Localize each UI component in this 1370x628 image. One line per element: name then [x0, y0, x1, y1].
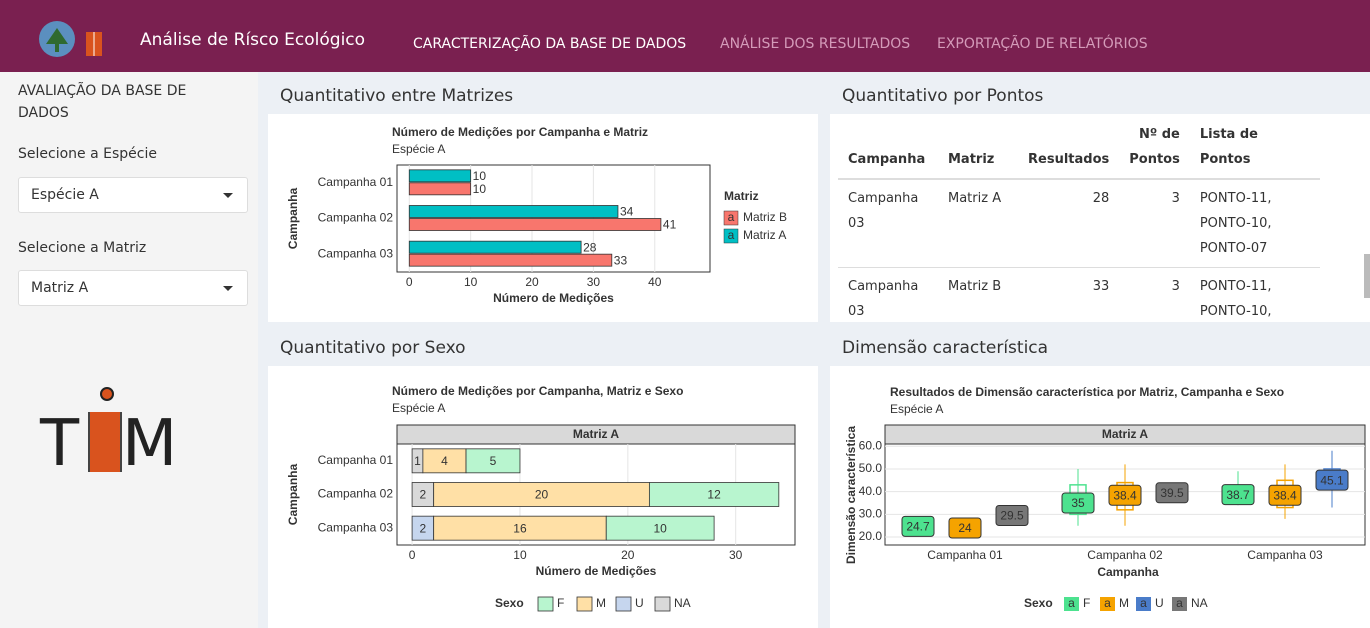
logo-letter: T	[40, 407, 80, 481]
nav-tab[interactable]: CARACTERIZAÇÃO DA BASE DE DADOS	[413, 36, 687, 52]
table-cell: 33	[1018, 267, 1120, 322]
table-cell: 28	[1018, 179, 1120, 268]
table-cell: 3	[1119, 267, 1190, 322]
scrollbar[interactable]	[1364, 254, 1370, 298]
panel-title: Quantitativo por Sexo	[268, 330, 818, 366]
table-row: Campanha 03 Matriz B 33 3 PONTO-11, PONTO-10…	[838, 267, 1320, 322]
column-header: Lista de Pontos	[1189, 116, 1320, 180]
sidebar-heading: AVALIAÇÃO DA BASE DE DADOS	[18, 83, 187, 121]
table-cell: Campanha 03	[838, 179, 938, 268]
label: Selecione a Espécie	[18, 146, 157, 162]
app-title: Análise de Rísco Ecológico	[140, 30, 366, 50]
panel: Quantitativo por Sexo	[268, 330, 818, 628]
matrix-select[interactable]: Matriz A	[18, 270, 248, 306]
table: Campanha Matriz Resultados Nº de Pontos List…	[838, 116, 1320, 322]
logo-letter: M	[122, 407, 178, 481]
panel-title: Quantitativo entre Matrizes	[268, 78, 818, 114]
table-cell: Matriz A	[938, 179, 1018, 268]
panel: Dimensão característica	[830, 330, 1370, 628]
table-row: Campanha 03 Matriz A 28 3 PONTO-11, PONTO-10…	[838, 179, 1320, 268]
table-cell: Matriz B	[938, 267, 1018, 322]
app-logo	[39, 21, 102, 57]
table-cell: 3	[1119, 179, 1190, 268]
panel-title: Dimensão característica	[830, 330, 1370, 366]
nav-tab[interactable]: EXPORTAÇÃO DE RELATÓRIOS	[937, 36, 1148, 52]
header: Análise de Rísco Ecológico CARACTERIZAÇÃ…	[0, 0, 1370, 72]
column-header: Resultados	[1018, 116, 1120, 180]
table-cell: Campanha 03	[838, 267, 938, 322]
panel: Quantitativo por Pontos Campanha Matriz Re…	[830, 78, 1370, 322]
species-select[interactable]: Espécie A	[18, 177, 248, 213]
column-header: Campanha	[838, 116, 938, 180]
table-cell: PONTO-11, PONTO-10,	[1189, 267, 1320, 322]
table-scroll[interactable]: Campanha Matriz Resultados Nº de Pontos List…	[838, 116, 1358, 322]
sidebar: AVALIAÇÃO DA BASE DE DADOS Selecione a E…	[0, 72, 258, 628]
panel: Quantitativo entre Matrizes	[268, 78, 818, 322]
label: Selecione a Matriz	[18, 240, 147, 256]
nav-tab[interactable]: ANÁLISE DOS RESULTADOS	[720, 36, 911, 52]
panel-title: Quantitativo por Pontos	[830, 78, 1370, 114]
logo-dot	[100, 387, 114, 401]
logo-bar	[88, 412, 122, 472]
table-cell: PONTO-11, PONTO-10, PONTO-07	[1189, 179, 1320, 268]
column-header: Nº de Pontos	[1119, 116, 1190, 180]
column-header: Matriz	[938, 116, 1018, 180]
header-row: Campanha Matriz Resultados Nº de Pontos List…	[838, 116, 1320, 180]
